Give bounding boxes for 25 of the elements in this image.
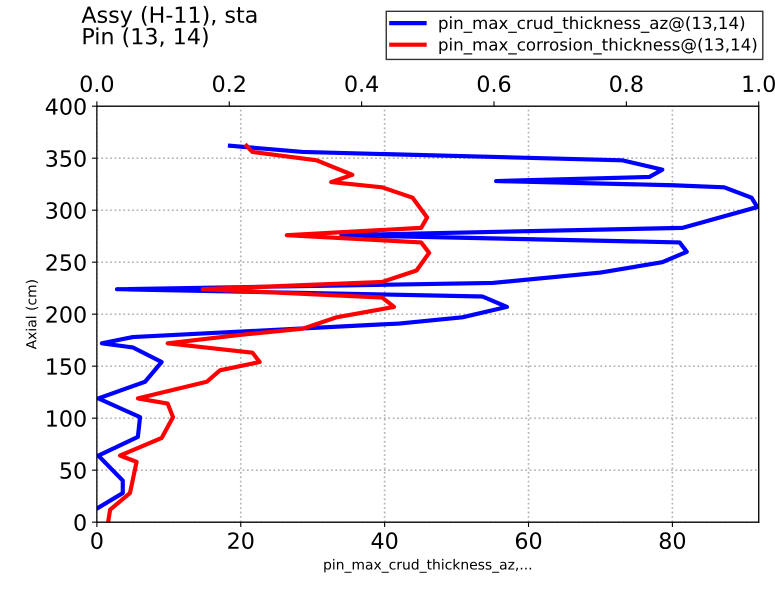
- y-axis-title: Axial (cm): [26, 280, 38, 350]
- x-tick-label: 40: [372, 532, 398, 550]
- y-tick-label: 150: [47, 358, 86, 375]
- y-tick-label: 0: [74, 514, 86, 531]
- x-tick-label: 0: [91, 532, 102, 550]
- y-tick-label: 250: [46, 254, 86, 271]
- x2-tick-label: 0.8: [610, 75, 643, 92]
- legend-label: pin_max_corrosion_thickness@(13,14): [439, 38, 756, 54]
- x-tick-label: 20: [228, 532, 254, 550]
- y-tick-label: 400: [46, 98, 86, 115]
- x2-tick-label: 1.0: [743, 75, 775, 92]
- y-tick-label: 300: [46, 202, 86, 219]
- legend-label: pin_max_crud_thickness_az@(13,14): [439, 16, 744, 33]
- y-tick-label: 350: [46, 150, 86, 167]
- y-tick-label: 50: [60, 462, 86, 479]
- y-tick-label: 200: [46, 306, 86, 323]
- chart-title: Assy (H-11), sta Pin (13, 14): [82, 6, 256, 48]
- x2-tick-label: 0.2: [213, 75, 245, 92]
- x2-tick-label: 0.6: [478, 75, 510, 92]
- x-tick-label: 80: [660, 532, 686, 550]
- y-tick-label: 100: [47, 410, 86, 427]
- x2-tick-label: 0.0: [80, 75, 114, 92]
- x-axis-title: pin_max_crud_thickness_az,...: [324, 558, 532, 573]
- x2-tick-label: 0.4: [345, 75, 378, 92]
- x-tick-label: 60: [516, 532, 542, 550]
